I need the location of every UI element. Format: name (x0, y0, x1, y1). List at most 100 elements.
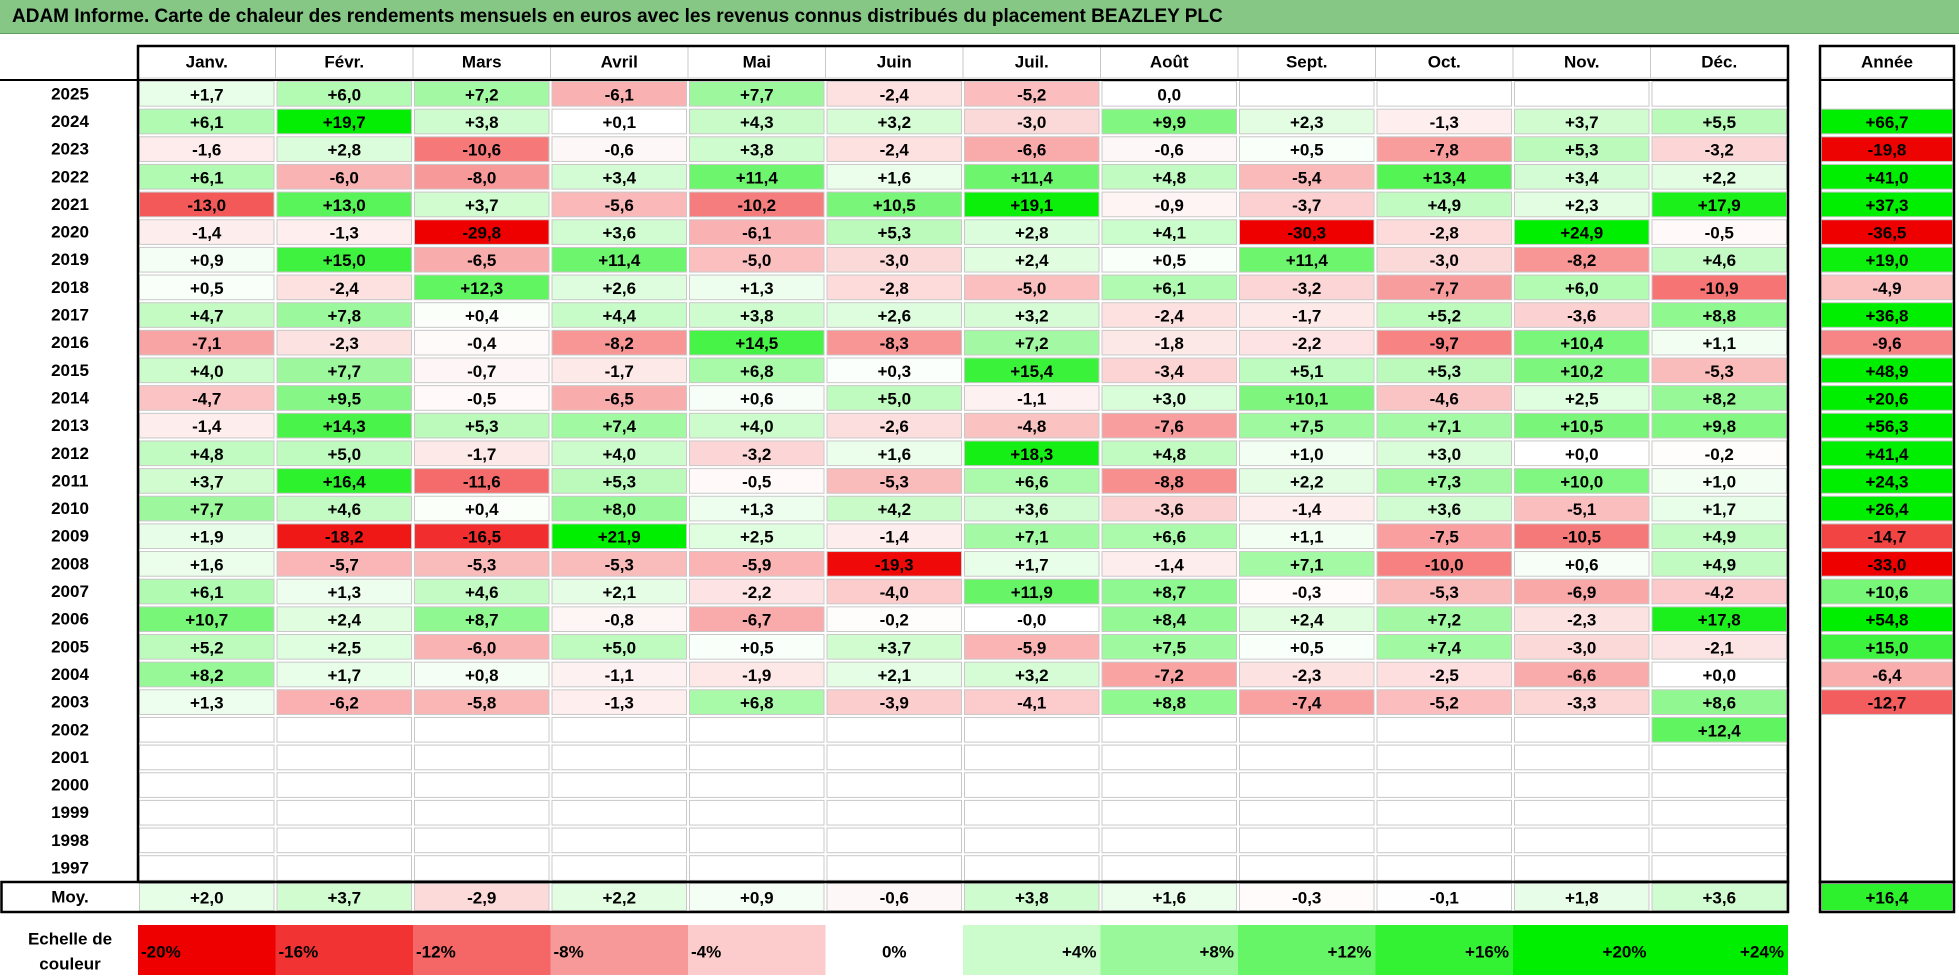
average-cell (1376, 883, 1512, 911)
year-header-cell (1819, 45, 1955, 79)
heatmap-cell (826, 744, 962, 771)
heatmap-cell (551, 827, 687, 854)
heatmap-cell-value: -5,0 (742, 251, 771, 270)
heatmap-cell-value: +7,4 (1427, 638, 1461, 657)
heatmap-cell (1101, 440, 1237, 467)
heatmap-cell-value: +5,0 (877, 389, 911, 408)
heatmap-cell (414, 246, 550, 273)
heatmap-cell-value: -3,4 (1155, 362, 1185, 381)
heatmap-cell-value: -0,7 (467, 362, 496, 381)
month-header-cell (1650, 45, 1789, 79)
heatmap-cell (276, 716, 412, 743)
heatmap-cell (1239, 302, 1375, 328)
heatmap-cell (1514, 274, 1650, 301)
heatmap-cell (826, 357, 962, 384)
heatmap-cell (1376, 246, 1512, 273)
heatmap-cell (139, 329, 275, 356)
heatmap-cell-value: +4,7 (190, 307, 224, 326)
row-year-label: 2018 (51, 278, 89, 297)
heatmap-cell-value: -7,2 (1155, 666, 1184, 685)
heatmap-cell-value: +3,2 (1015, 307, 1049, 326)
heatmap-cell-value: +21,9 (598, 528, 641, 547)
heatmap-cell-value: -1,4 (1292, 500, 1322, 519)
heatmap-cell (139, 163, 275, 190)
heatmap-cell (1376, 163, 1512, 190)
heatmap-cell (1239, 357, 1375, 384)
heatmap-cell (689, 772, 825, 798)
heatmap-cell (276, 523, 412, 550)
heatmap-cell (414, 302, 550, 328)
heatmap-cell (414, 551, 550, 577)
row-year-label: 1997 (51, 859, 89, 878)
heatmap-cell (964, 468, 1100, 494)
heatmap-cell-value: +6,0 (327, 85, 361, 104)
heatmap-cell-value: +7,7 (327, 362, 361, 381)
heatmap-cell-value: +3,6 (602, 224, 636, 243)
heatmap-cell (276, 827, 412, 854)
heatmap-cell-value: -3,3 (1567, 694, 1596, 713)
annual-cell-value: +15,0 (1865, 638, 1908, 657)
heatmap-cell-value: -7,4 (1292, 694, 1322, 713)
heatmap-cell-value: -5,4 (1292, 168, 1322, 187)
heatmap-cell (1651, 136, 1787, 162)
month-header-label: Août (1150, 53, 1189, 72)
heatmap-cell (414, 689, 550, 715)
annual-cell-value: +10,6 (1865, 583, 1908, 602)
annual-cell (1821, 246, 1953, 273)
heatmap-cell-value: +6,1 (190, 168, 224, 187)
heatmap-cell (139, 246, 275, 273)
heatmap-cell (826, 246, 962, 273)
heatmap-cell-value: +2,8 (1015, 224, 1049, 243)
heatmap-cell-value: +7,1 (1015, 528, 1049, 547)
heatmap-cell (139, 799, 275, 826)
heatmap-cell-value: -2,4 (1155, 307, 1185, 326)
month-header-label: Oct. (1428, 53, 1461, 72)
heatmap-cell (689, 385, 825, 411)
heatmap-cell (414, 578, 550, 605)
heatmap-cell (689, 136, 825, 162)
heatmap-cell (139, 772, 275, 798)
heatmap-cell-value: +6,1 (1152, 279, 1186, 298)
heatmap-cell-value: +4,1 (1152, 224, 1186, 243)
heatmap-cell (276, 302, 412, 328)
heatmap-cell-value: -6,1 (605, 85, 634, 104)
heatmap-cell (551, 329, 687, 356)
heatmap-cell-value: -1,7 (1292, 307, 1321, 326)
heatmap-cell-value: -5,2 (1017, 85, 1046, 104)
heatmap-cell-value: -29,8 (462, 224, 501, 243)
heatmap-cell (139, 357, 275, 384)
heatmap-cell (1239, 329, 1375, 356)
heatmap-cell-value: +7,7 (190, 500, 224, 519)
month-header-label: Janv. (186, 53, 228, 72)
heatmap-cell (414, 81, 550, 107)
heatmap-cell-value: +5,3 (877, 224, 911, 243)
heatmap-cell (1514, 163, 1650, 190)
heatmap-cell-value: +8,7 (465, 611, 499, 630)
row-year-label: 2005 (51, 637, 89, 656)
annual-cell-value: -12,7 (1868, 694, 1907, 713)
month-header-label: Juin (877, 53, 912, 72)
heatmap-cell (139, 412, 275, 439)
scale-label: +24% (1740, 943, 1784, 962)
heatmap-cell (551, 163, 687, 190)
heatmap-cell (1239, 468, 1375, 494)
row-year-label: 2011 (52, 471, 89, 490)
annual-cell (1821, 828, 1953, 853)
heatmap-cell (826, 108, 962, 135)
annual-cell-value: +19,0 (1865, 251, 1908, 270)
heatmap-cell (1101, 136, 1237, 162)
heatmap-cell-value: -5,2 (1430, 694, 1459, 713)
heatmap-cell-value: +7,8 (327, 307, 361, 326)
heatmap-cell (1101, 81, 1237, 107)
heatmap-cell-value: -0,5 (742, 472, 771, 491)
heatmap-cell-value: +7,1 (1427, 417, 1461, 436)
scale-swatch (275, 925, 413, 975)
heatmap-cell (276, 440, 412, 467)
heatmap-cell (1101, 163, 1237, 190)
scale-swatch (1513, 925, 1651, 975)
heatmap-cell (1651, 551, 1787, 577)
average-cell (689, 883, 825, 911)
average-cell-value: +1,8 (1565, 889, 1599, 908)
heatmap-cell (1514, 827, 1650, 854)
